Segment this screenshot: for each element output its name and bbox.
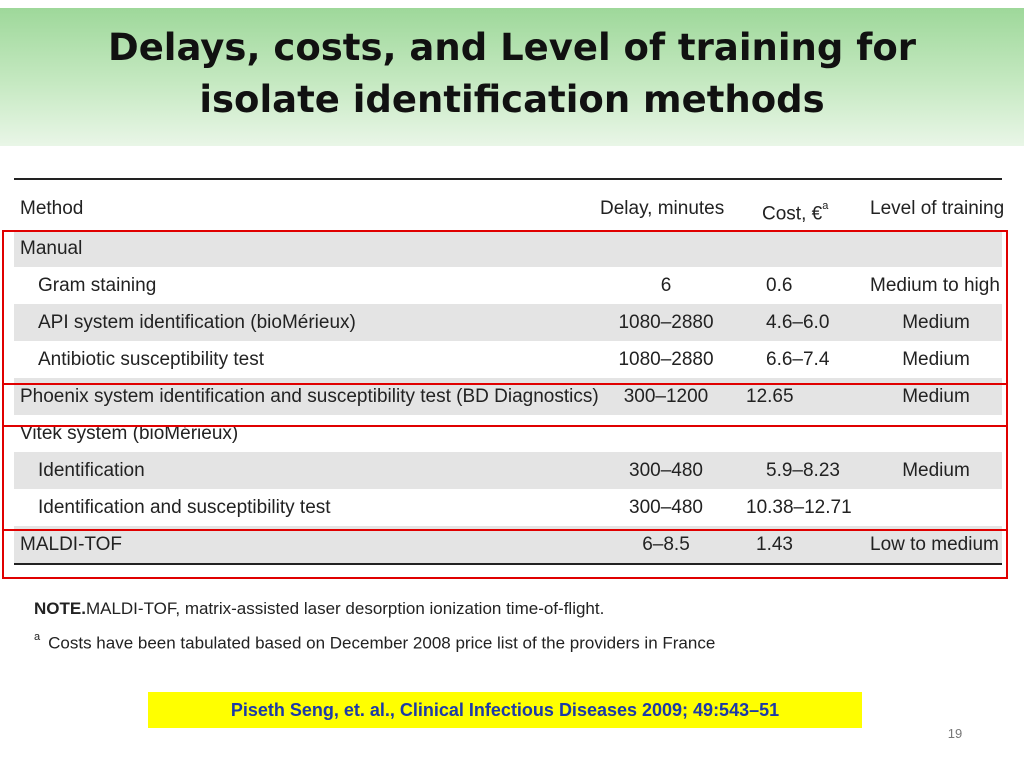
row-method: API system identification (bioMérieux)	[38, 312, 356, 333]
row-method: Antibiotic susceptibility test	[38, 349, 264, 370]
footnote-text: Costs have been tabulated based on Decem…	[48, 633, 716, 653]
footnote-marker: a	[34, 631, 41, 643]
row-method: Gram staining	[38, 275, 157, 296]
footnote-line: a Costs have been tabulated based on Dece…	[34, 624, 715, 659]
table-row: Vitek system (bioMérieux)	[14, 415, 1002, 452]
row-delay: 300–480	[629, 497, 703, 518]
row-level: Medium	[902, 460, 970, 481]
header-cost-sup: a	[822, 200, 829, 212]
row-cost: 0.6	[766, 275, 793, 296]
row-delay: 300–480	[629, 460, 703, 481]
highlight-box-vitek	[2, 425, 1008, 531]
table-notes: NOTE.MALDI-TOF, matrix-assisted laser de…	[34, 594, 715, 659]
row-level: Medium	[902, 349, 970, 370]
row-method: Identification	[38, 460, 145, 481]
row-delay: 300–1200	[623, 386, 709, 407]
header-delay: Delay, minutes	[600, 198, 725, 219]
title-line-1: Delays, costs, and Level of training for	[107, 26, 917, 69]
citation-box: Piseth Seng, et. al., Clinical Infectiou…	[148, 692, 862, 728]
row-delay: 6	[660, 275, 672, 296]
title-banner	[0, 8, 1024, 146]
highlight-box-phoenix	[2, 383, 1008, 427]
table-row: API system identification (bioMérieux) 1…	[14, 304, 1002, 341]
row-level: Medium	[902, 312, 970, 333]
row-method: Identification and susceptibility test	[38, 497, 331, 518]
highlight-box-manual	[2, 230, 1008, 385]
header-cost: Cost, €a	[762, 180, 862, 243]
highlight-box-maldi	[2, 529, 1008, 579]
row-method: Manual	[20, 238, 83, 259]
header-cost-label: Cost, €	[762, 203, 823, 225]
row-delay: 1080–2880	[618, 312, 714, 333]
table-bottom-rule	[14, 563, 1002, 565]
table-row: Gram staining 6 0.6 Medium to high	[14, 267, 1002, 304]
row-delay: 1080–2880	[618, 349, 714, 370]
row-level: Medium	[902, 386, 970, 407]
table-top-rule	[14, 178, 1002, 180]
row-cost: 1.43	[756, 534, 793, 555]
slide-title: Delays, costs, and Level of training for…	[0, 22, 1024, 126]
row-cost: 4.6–6.0	[766, 312, 830, 333]
table-row: Manual	[14, 230, 1002, 267]
title-line-2: isolate identification methods	[199, 78, 825, 121]
row-cost: 10.38–12.71	[746, 497, 852, 518]
row-method: Phoenix system identification and suscep…	[20, 386, 599, 407]
header-method: Method	[20, 198, 84, 219]
row-cost: 5.9–8.23	[766, 460, 840, 481]
note-text: MALDI-TOF, matrix-assisted laser desorpt…	[85, 599, 605, 618]
table-row: Identification and susceptibility test 3…	[14, 489, 1002, 526]
row-cost: 6.6–7.4	[766, 349, 830, 370]
row-level: Low to medium	[870, 534, 999, 555]
row-method: MALDI-TOF	[20, 534, 123, 555]
note-line: NOTE.MALDI-TOF, matrix-assisted laser de…	[34, 594, 715, 624]
table-row: MALDI-TOF 6–8.5 1.43 Low to medium	[14, 526, 1002, 563]
row-delay: 6–8.5	[642, 534, 690, 555]
row-method: Vitek system (bioMérieux)	[20, 423, 239, 444]
table-row: Identification 300–480 5.9–8.23 Medium	[14, 452, 1002, 489]
table-row: Antibiotic susceptibility test 1080–2880…	[14, 341, 1002, 378]
header-level: Level of training	[870, 198, 1005, 219]
page-number: 19	[947, 726, 963, 741]
row-level: Medium to high	[870, 275, 1000, 296]
table-header-row: Method Delay, minutes Cost, €a Level of …	[14, 180, 1004, 230]
note-label: NOTE.	[34, 599, 86, 618]
row-cost: 12.65	[746, 386, 794, 407]
